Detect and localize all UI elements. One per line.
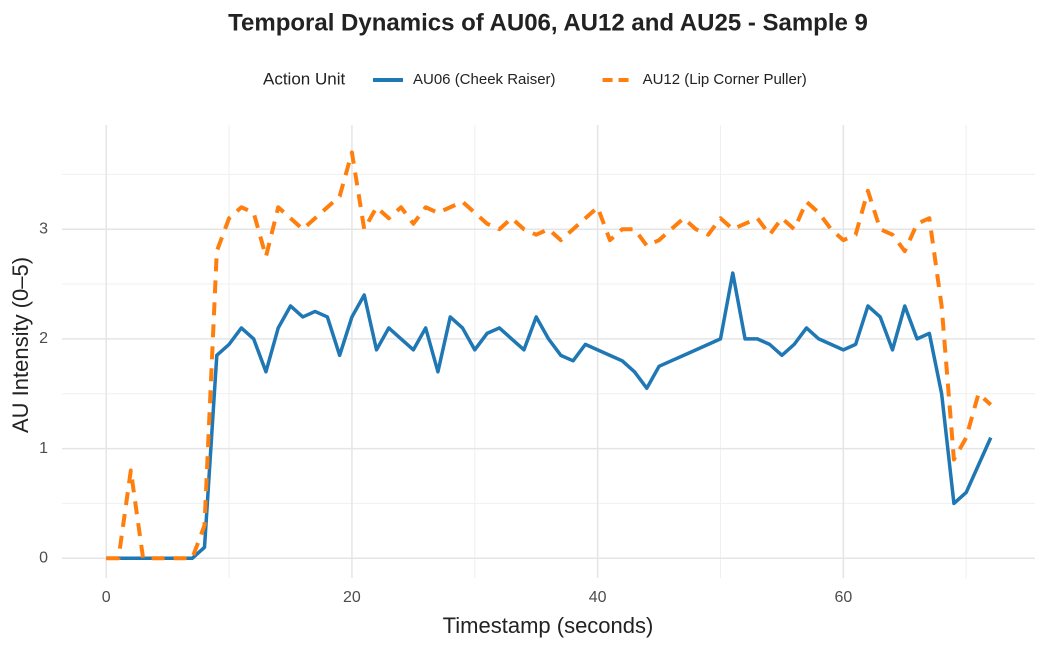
- grid: [62, 125, 1035, 578]
- y-tick-label: 3: [39, 220, 48, 237]
- legend: Action Unit AU06 (Cheek Raiser) AU12 (Lip…: [263, 69, 807, 88]
- legend-title: Action Unit: [263, 69, 345, 88]
- y-tick-label: 0: [39, 549, 48, 566]
- y-axis-title: AU Intensity (0–5): [8, 257, 33, 433]
- chart-title: Temporal Dynamics of AU06, AU12 and AU25…: [228, 9, 868, 36]
- legend-label: AU12 (Lip Corner Puller): [643, 71, 807, 88]
- legend-label: AU06 (Cheek Raiser): [413, 71, 556, 88]
- line-series: [106, 271, 993, 561]
- y-tick-label: 1: [39, 440, 48, 457]
- x-tick-label: 60: [834, 589, 852, 606]
- line-series: [106, 150, 993, 561]
- x-tick-label: 0: [102, 589, 111, 606]
- x-axis-title: Timestamp (seconds): [443, 613, 654, 638]
- x-tick-label: 20: [343, 589, 361, 606]
- x-tick-label: 40: [589, 589, 607, 606]
- y-tick-label: 2: [39, 330, 48, 347]
